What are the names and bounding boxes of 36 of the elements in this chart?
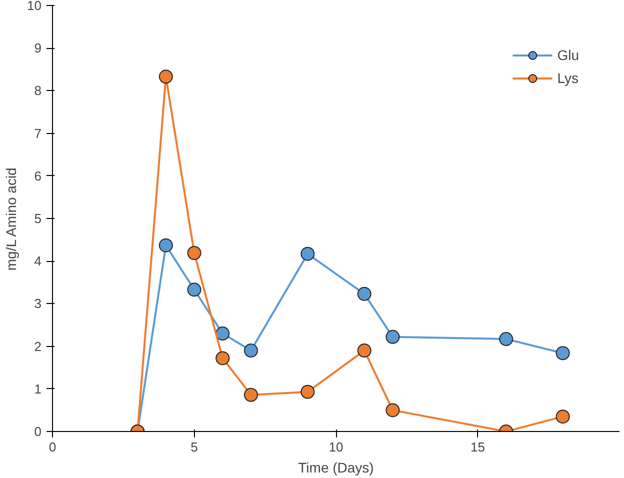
x-axis-title: Time (Days)	[298, 460, 374, 476]
y-tick-label: 1	[34, 381, 42, 396]
point	[386, 403, 400, 418]
point	[187, 246, 202, 260]
point	[158, 238, 173, 252]
y-tick-label: 6	[34, 168, 42, 184]
legend-label: Lys	[557, 70, 578, 86]
point	[357, 344, 372, 358]
x-tick-label: 5	[190, 440, 198, 454]
point	[300, 246, 315, 261]
point	[357, 286, 372, 301]
x-tick-label: 15	[470, 440, 485, 454]
point	[244, 344, 258, 358]
point	[556, 410, 570, 424]
y-tick-label: 8	[34, 83, 42, 98]
y-tick-label: 10	[27, 0, 42, 13]
point	[187, 282, 202, 297]
y-tick-label: 2	[34, 338, 42, 354]
y-tick-label: 0	[34, 424, 42, 439]
y-tick-label: 4	[34, 254, 42, 269]
y-tick-label: 9	[34, 40, 42, 56]
point	[499, 332, 514, 346]
y-axis-title: mg/L Amino acid	[3, 168, 20, 271]
x-tick-label: 10	[328, 440, 344, 454]
point	[216, 326, 230, 341]
point	[216, 351, 230, 366]
legend-label: Glu	[557, 47, 579, 63]
point	[386, 330, 400, 344]
point	[556, 346, 570, 360]
y-tick-label: 3	[34, 296, 42, 312]
y-tick-label: 7	[34, 126, 42, 141]
point	[300, 384, 315, 399]
point	[244, 388, 258, 402]
y-tick-label: 5	[34, 211, 42, 226]
point	[158, 70, 173, 84]
x-tick-label: 0	[48, 440, 56, 454]
